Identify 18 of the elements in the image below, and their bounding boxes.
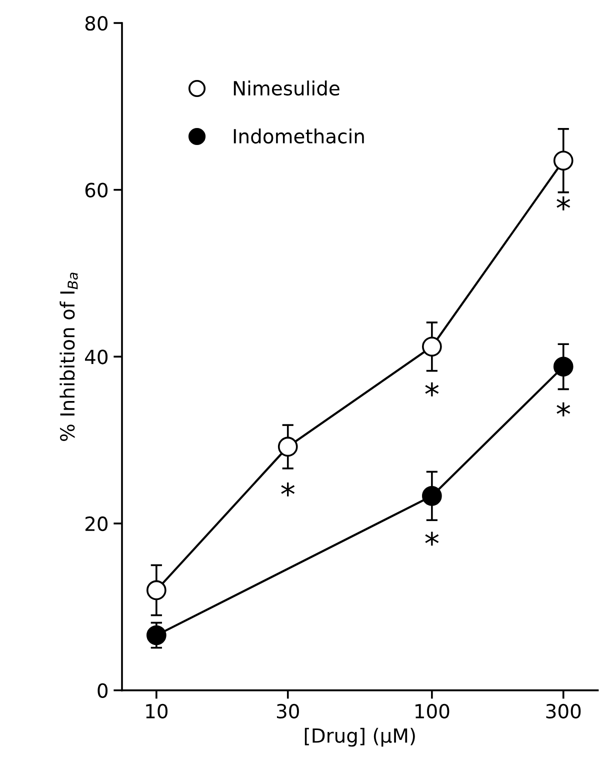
- legend-label: Nimesulide: [234, 80, 340, 96]
- x-axis-title: [Drug] (μM): [304, 728, 415, 747]
- y-tick-label: 80: [85, 16, 108, 31]
- x-tick-label: 30: [276, 704, 299, 719]
- annotation: *: [425, 382, 439, 396]
- annotation: *: [281, 482, 295, 496]
- annotation: *: [556, 402, 570, 416]
- annotation: *: [425, 532, 439, 546]
- x-tick-label: 100: [416, 704, 450, 719]
- y-tick-label: 0: [98, 683, 108, 698]
- annotation: *: [556, 196, 570, 210]
- y-tick-label: 20: [85, 516, 108, 532]
- y-axis-title: % Inhibition of I$_{Ba}$: [60, 272, 78, 441]
- x-tick-label: 300: [546, 704, 581, 719]
- y-tick-label: 40: [85, 350, 108, 364]
- legend-label: Indomethacin: [234, 128, 364, 144]
- x-tick-label: 10: [146, 704, 168, 719]
- y-tick-label: 60: [85, 182, 108, 198]
